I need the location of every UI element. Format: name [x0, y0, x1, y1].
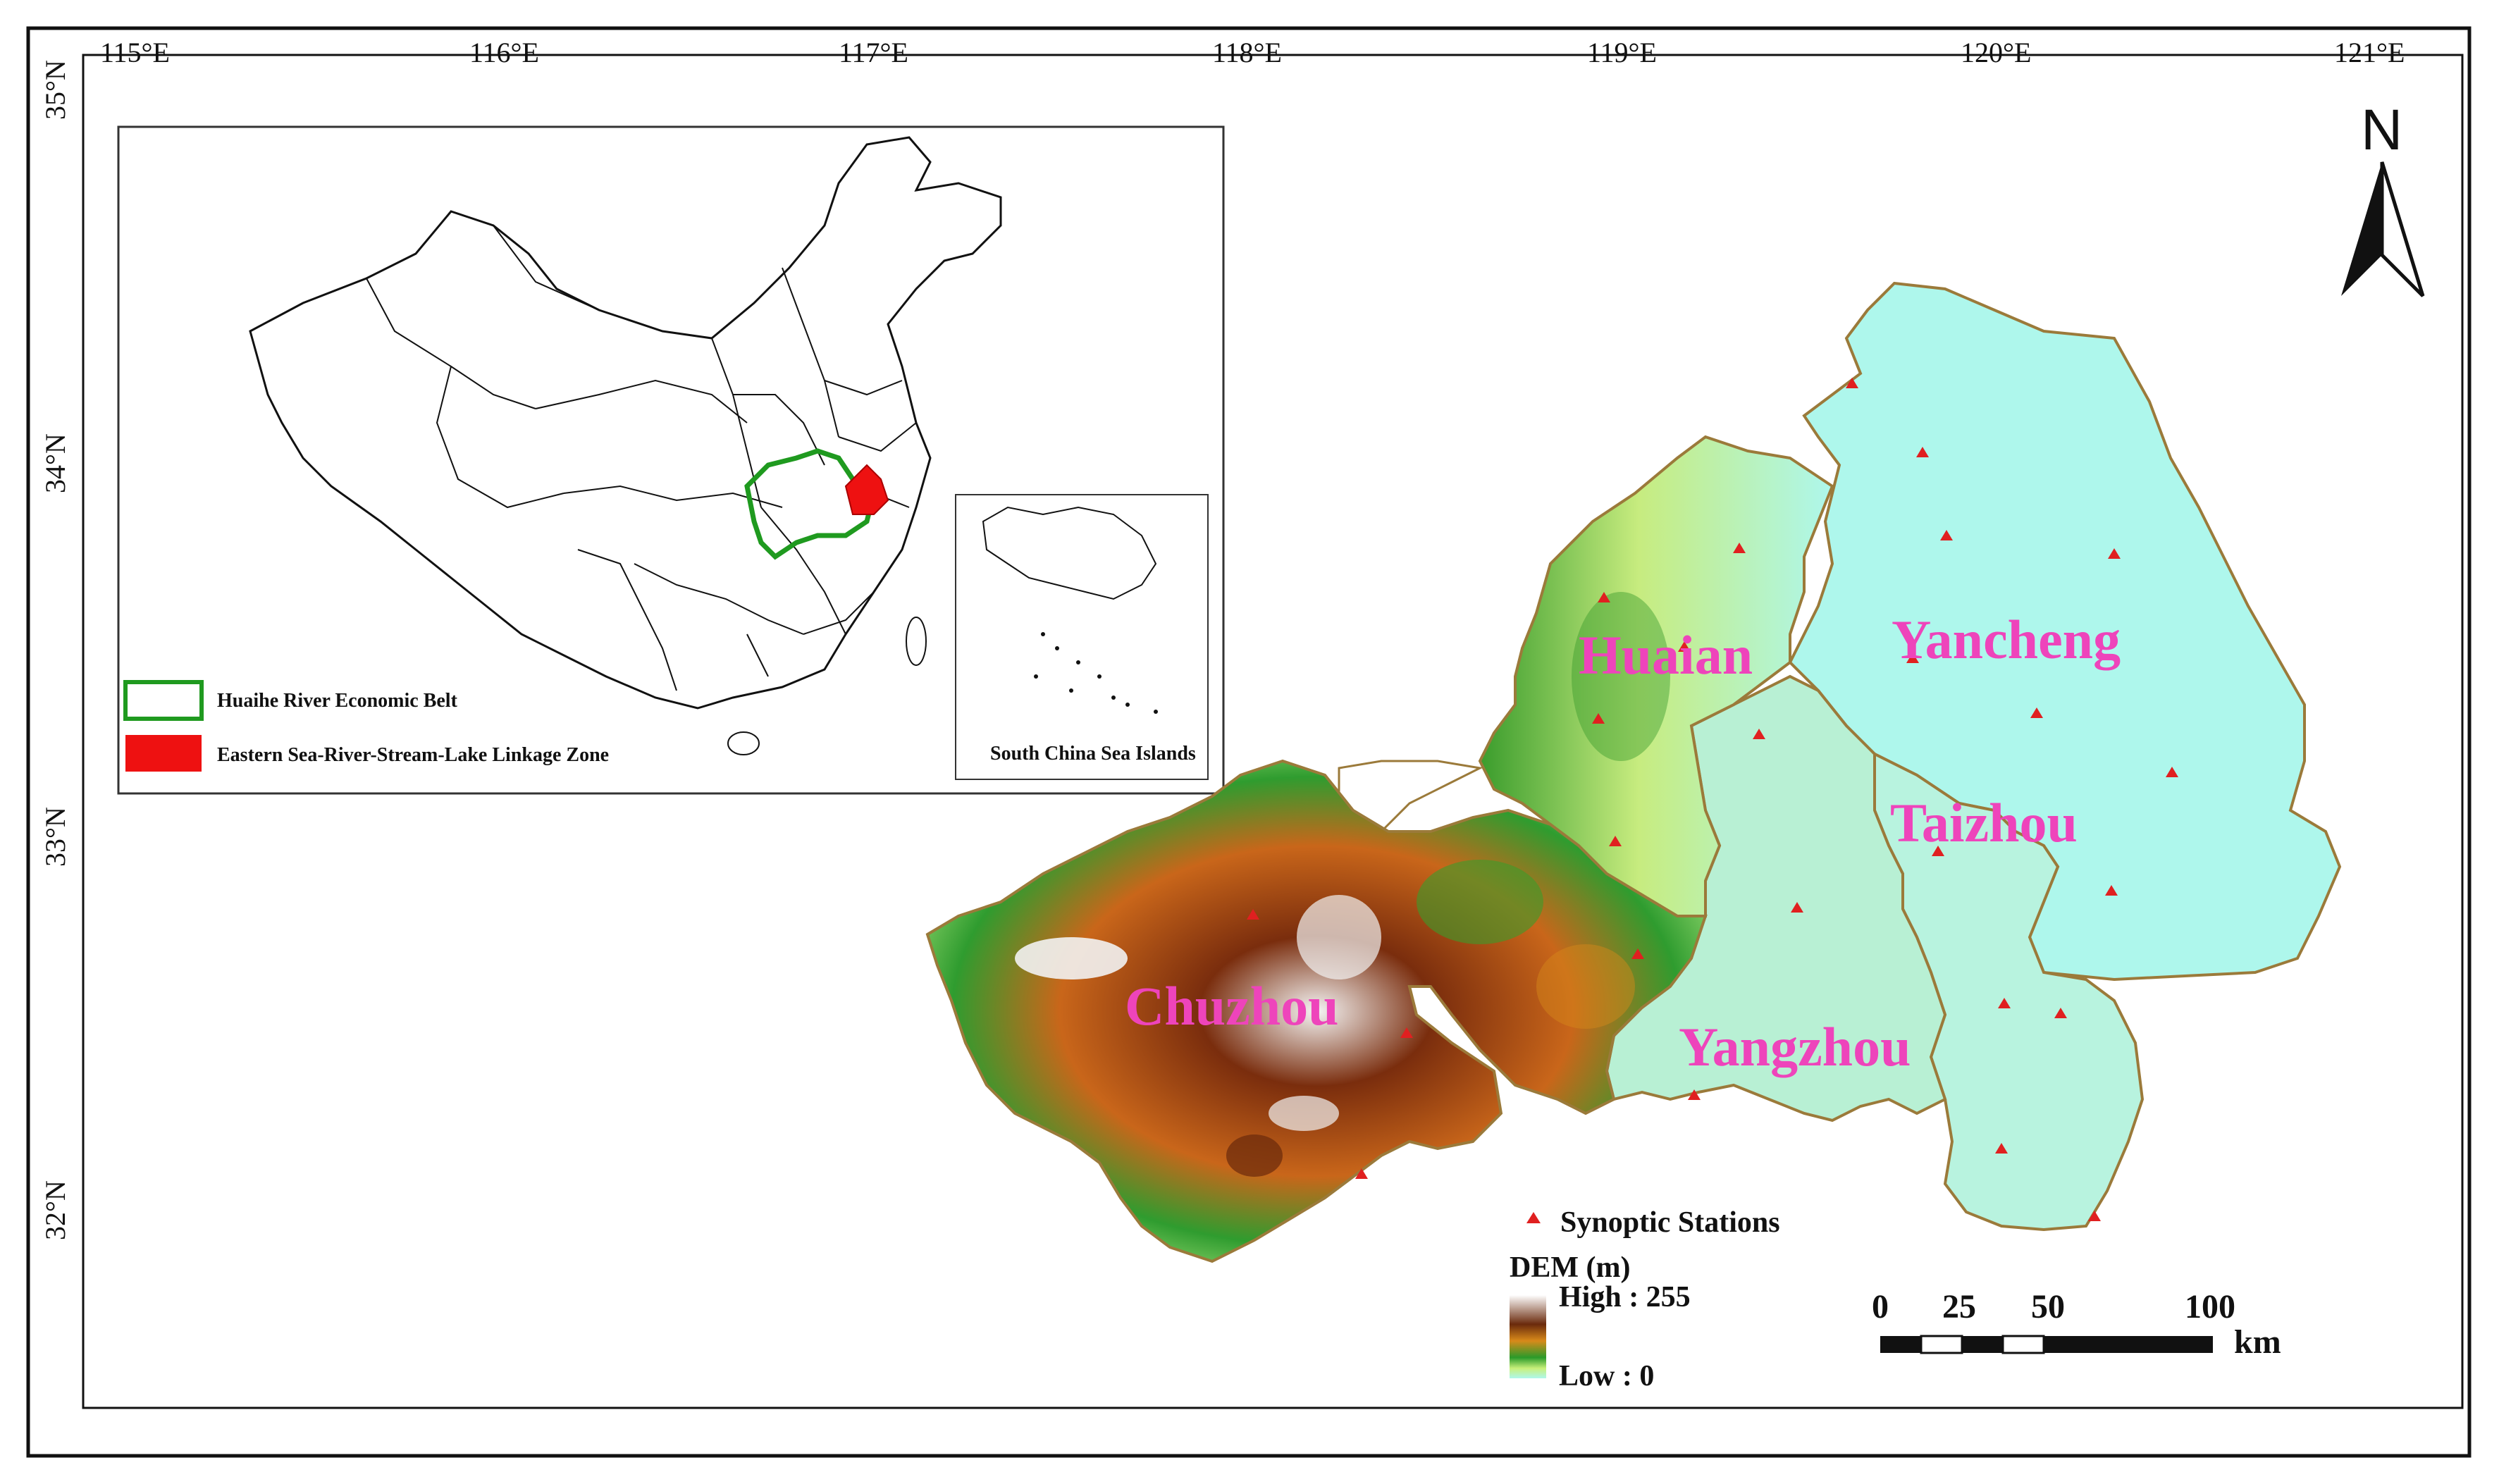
- station-marker: [2105, 885, 2118, 896]
- longitude-labels: 115°E 116°E 117°E 118°E 119°E 120°E 121°…: [100, 37, 2405, 68]
- city-label-yangzhou: Yangzhou: [1679, 1016, 1911, 1077]
- scale-tick-label: 50: [2031, 1288, 2065, 1325]
- station-marker: [1791, 902, 1803, 913]
- station-marker: [1846, 378, 1858, 388]
- lat-label: 33°N: [39, 807, 71, 867]
- station-marker: [1753, 729, 1765, 739]
- station-marker: [1678, 641, 1691, 652]
- dem-ramp: [1510, 1295, 1546, 1378]
- dem-low-label: Low : 0: [1559, 1360, 1654, 1392]
- south-china-sea-label: South China Sea Islands: [990, 743, 1196, 765]
- legend-label-linkage: Eastern Sea-River-Stream-Lake Linkage Zo…: [217, 744, 609, 766]
- station-marker: [1247, 909, 1259, 920]
- scale-tick-label: 0: [1872, 1288, 1889, 1325]
- south-china-sea-islands: [1034, 632, 1158, 714]
- north-arrow: N: [2341, 98, 2425, 297]
- station-marker: [2108, 548, 2121, 559]
- station-legend-label: Synoptic Stations: [1560, 1206, 1780, 1239]
- station-marker: [2054, 1008, 2067, 1018]
- station-marker: [1733, 543, 1746, 553]
- city-label-huaian: Huaian: [1579, 624, 1753, 686]
- station-marker: [1592, 713, 1605, 724]
- north-arrow-label: N: [2361, 98, 2402, 162]
- station-marker: [2166, 767, 2178, 777]
- lon-label: 119°E: [1587, 37, 1657, 68]
- map-inner-frame: [82, 54, 2464, 1409]
- station-marker: [1598, 592, 1610, 602]
- china-outline: [249, 136, 1002, 710]
- terrain-texture: [1015, 592, 1670, 1177]
- station-marker: [1998, 998, 2011, 1008]
- station-marker: [1916, 447, 1929, 457]
- latitude-labels: 35°N 34°N 33°N 32°N: [39, 60, 71, 1240]
- region-huaian: [1478, 435, 1834, 917]
- lat-label: 34°N: [39, 433, 71, 493]
- station-marker: [1932, 846, 1944, 856]
- synoptic-stations: [1247, 378, 2178, 1221]
- lon-label: 117°E: [839, 37, 908, 68]
- dem-high-label: High : 255: [1559, 1281, 1691, 1313]
- lat-label: 35°N: [39, 60, 71, 120]
- station-marker: [1995, 1143, 2008, 1154]
- station-marker: [1609, 836, 1622, 846]
- scale-tick-label: 100: [2185, 1288, 2235, 1325]
- city-label-chuzhou: Chuzhou: [1125, 975, 1338, 1037]
- city-label-yancheng: Yancheng: [1892, 609, 2121, 670]
- lon-label: 118°E: [1212, 37, 1282, 68]
- linkage-zone-shape: [844, 464, 889, 515]
- lon-label: 116°E: [469, 37, 539, 68]
- lon-label: 121°E: [2334, 37, 2405, 68]
- station-marker: [1631, 948, 1644, 959]
- city-labels: Huaian Yancheng Taizhou Yangzhou Chuzhou: [1125, 609, 2121, 1077]
- legend-swatch-linkage: [125, 735, 202, 772]
- south-china-sea-coast: [982, 506, 1157, 600]
- station-marker: [1906, 653, 1919, 663]
- scale-unit: km: [2234, 1323, 2281, 1361]
- map-frame: [26, 26, 2472, 1458]
- lat-label: 32°N: [39, 1180, 71, 1240]
- taiwan-island: [906, 617, 927, 666]
- map-legend: Synoptic Stations DEM (m) High : 255 Low…: [1510, 1206, 1780, 1392]
- station-marker: [1355, 1168, 1368, 1179]
- huaihe-belt-shape: [744, 448, 877, 560]
- north-arrow-icon: [2341, 162, 2382, 296]
- station-marker: [2088, 1211, 2101, 1221]
- city-label-taizhou: Taizhou: [1890, 792, 2078, 853]
- legend-label-huaihe: Huaihe River Economic Belt: [217, 690, 458, 712]
- dem-legend-title: DEM (m): [1510, 1251, 1630, 1284]
- lon-label: 115°E: [100, 37, 170, 68]
- scale-tick-label: 25: [1942, 1288, 1976, 1325]
- station-marker: [1400, 1027, 1413, 1038]
- station-legend-icon: [1526, 1212, 1541, 1223]
- station-marker: [2030, 707, 2043, 718]
- station-marker: [1688, 1089, 1701, 1100]
- scale-bar: 0 25 50 100 km: [1872, 1288, 2281, 1361]
- station-marker: [1940, 530, 1953, 540]
- hainan-island: [727, 731, 760, 755]
- lon-label: 120°E: [1961, 37, 2031, 68]
- legend-swatch-huaihe: [123, 680, 204, 721]
- china-inset: South China Sea Islands Huaihe River Eco…: [117, 125, 1225, 795]
